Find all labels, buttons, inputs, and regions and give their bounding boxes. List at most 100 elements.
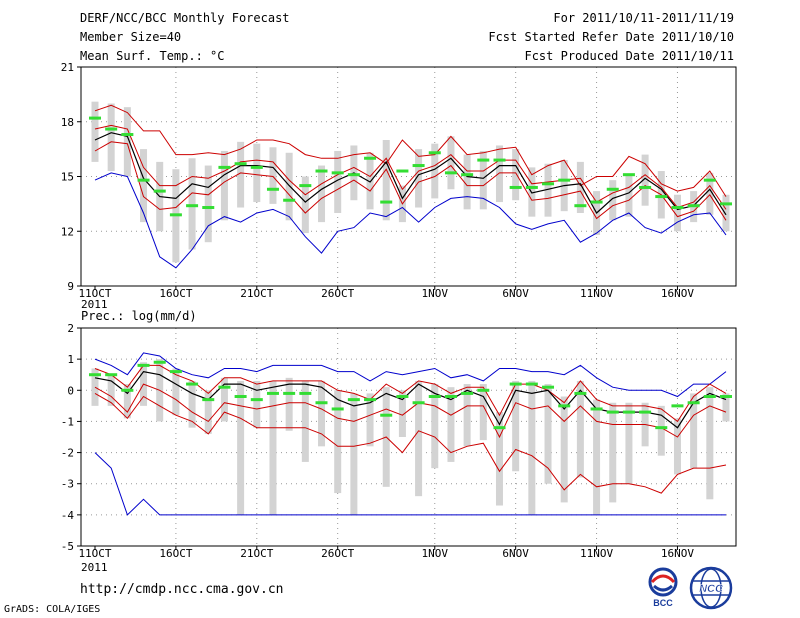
spread-box — [91, 368, 99, 406]
spread-box — [609, 402, 617, 503]
spread-box — [123, 384, 131, 419]
spread-box — [269, 380, 277, 515]
spread-box — [334, 150, 342, 213]
spread-box — [593, 399, 601, 515]
spread-box — [609, 180, 617, 221]
x-tick-label: 16NOV — [661, 547, 694, 560]
series-line-spread_low — [94, 141, 727, 221]
variable-label: Mean Surf. Temp.: °C — [80, 49, 225, 63]
forecast-started: Fcst Started Refer Date 2011/10/10 — [488, 30, 734, 44]
spread-box — [479, 150, 487, 210]
x-tick-label: 26OCT — [321, 547, 354, 560]
x-tick-year: 2011 — [81, 561, 108, 574]
series-line-upper — [94, 364, 727, 423]
spread-box — [107, 103, 115, 172]
spread-box — [431, 143, 439, 199]
series-line-mean — [94, 370, 727, 429]
spread-box — [204, 165, 212, 243]
spread-box — [253, 380, 261, 428]
spread-box — [237, 141, 245, 208]
spread-box — [657, 405, 665, 456]
y-tick-label: 18 — [61, 116, 74, 129]
spread-box — [318, 165, 326, 223]
forecast-produced: Fcst Produced Date 2011/10/11 — [524, 49, 734, 63]
x-tick-label: 16OCT — [159, 547, 192, 560]
y-tick-label: -2 — [61, 447, 74, 460]
spread-box — [706, 172, 714, 215]
spread-box — [204, 390, 212, 434]
spread-box — [318, 380, 326, 447]
series-line-lower — [94, 392, 727, 494]
spread-box — [706, 387, 714, 500]
series-line-max — [94, 172, 727, 269]
spread-box — [140, 149, 148, 223]
spread-box — [576, 380, 584, 478]
series-line-upper — [94, 104, 727, 197]
spread-box — [334, 390, 342, 494]
series-line-min — [94, 452, 726, 516]
spread-box — [188, 158, 196, 250]
x-tick-label: 26OCT — [321, 287, 354, 300]
x-tick-label: 16NOV — [661, 287, 694, 300]
y-tick-label: 1 — [67, 353, 74, 366]
spread-box — [625, 174, 633, 217]
spread-box — [237, 380, 245, 515]
spread-box — [123, 107, 131, 177]
x-tick-label: 11OCT — [78, 287, 111, 300]
series-line-mean — [94, 132, 727, 216]
spread-box — [91, 101, 99, 162]
spread-box — [382, 140, 390, 221]
spread-box — [528, 380, 536, 515]
y-tick-label: 2 — [67, 322, 74, 335]
spread-box — [512, 149, 520, 201]
series-line-max — [94, 352, 727, 398]
spread-box — [544, 384, 552, 484]
spread-box — [285, 152, 293, 221]
spread-box — [447, 387, 455, 462]
spread-box — [495, 145, 503, 203]
y-tick-label: -4 — [61, 509, 75, 522]
x-tick-label: 1NOV — [422, 287, 449, 300]
x-tick-label: 21OCT — [240, 547, 273, 560]
spread-box — [673, 194, 681, 232]
spread-box — [269, 147, 277, 204]
y-tick-label: 9 — [67, 280, 74, 293]
spread-box — [415, 380, 423, 497]
precip-axis-title: Prec.: log(mm/d) — [81, 309, 197, 323]
ncc-logo-text: NCC — [699, 583, 724, 595]
spread-box — [107, 374, 115, 406]
y-tick-label: -1 — [61, 415, 74, 428]
spread-box — [673, 418, 681, 475]
spread-box — [463, 154, 471, 210]
spread-box — [398, 390, 406, 437]
x-tick-year: 2011 — [81, 298, 108, 311]
spread-box — [220, 150, 228, 221]
bcc-logo-text: BCC — [653, 598, 673, 608]
grads-credit: GrADS: COLA/IGES — [4, 604, 101, 615]
spread-box — [641, 154, 649, 206]
spread-box — [576, 161, 584, 213]
spread-box — [415, 149, 423, 208]
y-tick-label: 12 — [61, 225, 74, 238]
series-line-spread_up — [94, 124, 727, 210]
ncc-logo: NCC — [688, 566, 734, 610]
plot-frame — [80, 327, 737, 547]
x-tick-label: 11NOV — [580, 547, 613, 560]
chart-title: DERF/NCC/BCC Monthly Forecast — [80, 11, 290, 25]
y-tick-label: 15 — [61, 171, 74, 184]
spread-box — [625, 402, 633, 484]
spread-box — [350, 393, 358, 515]
spread-box — [366, 152, 374, 210]
y-tick-label: -3 — [61, 478, 74, 491]
spread-box — [722, 194, 730, 232]
x-tick-label: 16OCT — [159, 287, 192, 300]
spread-box — [301, 176, 309, 234]
series-line-spread_low — [94, 383, 727, 439]
bcc-logo: BCC — [642, 566, 684, 608]
source-url[interactable]: http://cmdp.ncc.cma.gov.cn — [80, 582, 284, 597]
x-tick-label: 11NOV — [580, 287, 613, 300]
spread-box — [512, 380, 520, 472]
y-tick-label: 0 — [67, 384, 74, 397]
plot-frame — [80, 66, 737, 287]
